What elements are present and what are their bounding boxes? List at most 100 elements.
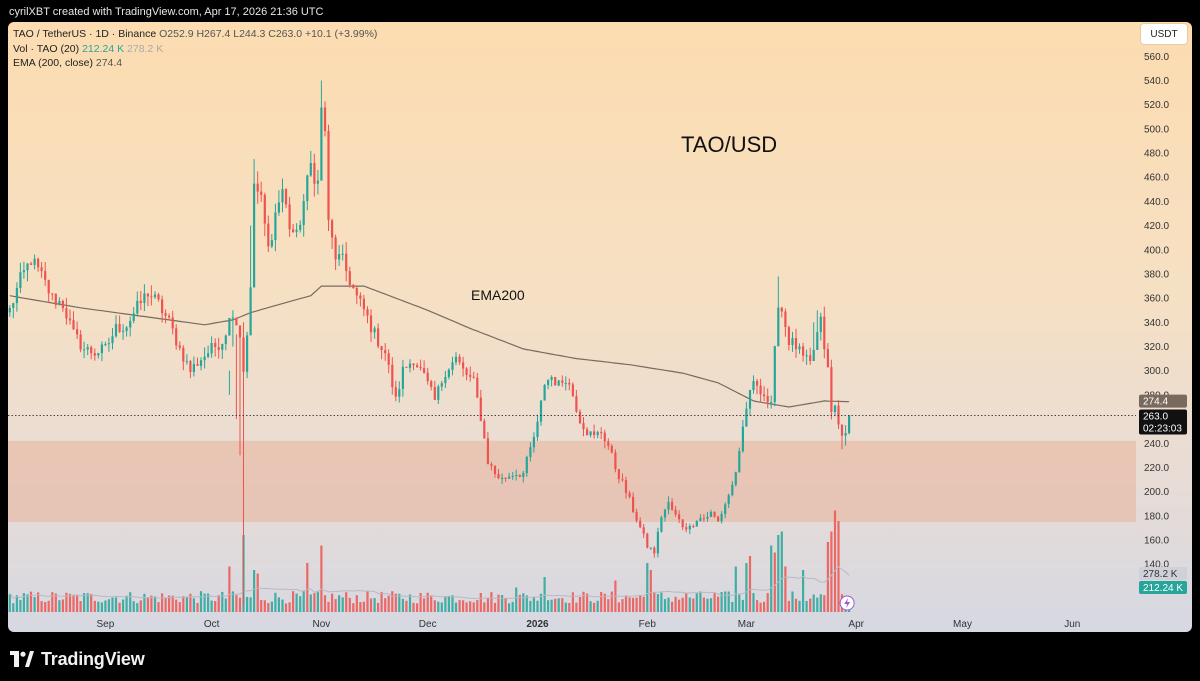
candle <box>58 297 61 306</box>
candle-body <box>674 509 677 515</box>
candle-body <box>97 353 100 356</box>
candle-body <box>242 337 245 372</box>
candle-body <box>642 527 645 534</box>
candle-body <box>745 408 748 427</box>
candle-body <box>430 381 433 387</box>
candle <box>805 349 808 365</box>
volume-bar <box>628 597 631 612</box>
tradingview-brand[interactable]: TradingView <box>10 646 145 672</box>
volume-bar <box>93 600 96 612</box>
candle <box>692 524 695 529</box>
volume-bar <box>713 593 716 612</box>
candle-body <box>518 475 521 477</box>
candle <box>639 517 642 529</box>
candle <box>543 384 546 401</box>
candle-body <box>426 372 429 382</box>
chart-annotation-title: TAO/USD <box>681 132 778 157</box>
candle <box>182 345 185 371</box>
volume-bar <box>405 600 408 612</box>
candle-body <box>802 346 805 356</box>
candle-body <box>501 477 504 479</box>
candle <box>550 375 553 387</box>
candle <box>695 520 698 527</box>
volume-bar <box>426 592 429 612</box>
volume-bar <box>624 595 628 612</box>
candle <box>454 352 458 366</box>
volume-bar <box>695 593 698 612</box>
y-tick-label: 480.0 <box>1144 149 1169 160</box>
volume-bar <box>823 595 826 612</box>
x-tick-label: Jun <box>1064 619 1080 630</box>
candle-body <box>122 330 125 332</box>
candle <box>458 354 461 365</box>
volume-bar <box>557 598 560 612</box>
candle <box>362 294 365 317</box>
candle-body <box>734 472 737 485</box>
candle <box>377 323 380 349</box>
volume-bar <box>263 600 266 612</box>
last-price-tag-bg <box>1139 409 1187 435</box>
candle-body <box>444 377 447 384</box>
y-tick-label: 140.0 <box>1144 560 1169 571</box>
volume-bar <box>270 601 273 612</box>
candle <box>497 469 500 480</box>
candle <box>132 307 135 324</box>
candle <box>157 292 160 302</box>
candle-body <box>823 316 826 350</box>
candle <box>246 331 249 379</box>
volume-bar <box>777 535 780 612</box>
volume-bar <box>58 600 61 612</box>
candle <box>33 254 36 270</box>
candle-body <box>692 526 695 527</box>
volume-bar <box>522 593 525 612</box>
volume-bar <box>199 591 203 612</box>
candle-body <box>306 175 309 202</box>
candle <box>791 331 794 352</box>
candle-body <box>632 496 635 512</box>
candle <box>688 523 691 535</box>
candle-body <box>695 521 698 527</box>
candle <box>210 336 213 358</box>
volume-bar <box>302 591 305 612</box>
candle-body <box>341 253 344 255</box>
volume-bar <box>709 598 713 612</box>
candle <box>348 266 351 288</box>
candle-body <box>235 317 238 326</box>
currency-selector[interactable]: USDT <box>1141 24 1187 44</box>
candle-body <box>161 299 164 314</box>
volume-bar <box>674 596 677 612</box>
volume-bar <box>724 591 727 612</box>
candle-body <box>231 317 234 319</box>
candle-body <box>380 346 383 350</box>
volume-bar <box>76 594 79 612</box>
candle <box>600 427 603 440</box>
candle-body <box>766 396 769 403</box>
candle-body <box>458 356 461 363</box>
y-tick-label: 180.0 <box>1144 511 1169 522</box>
candle-body <box>607 441 610 446</box>
volume-bar <box>610 591 613 612</box>
candle-body <box>302 201 305 225</box>
candle <box>685 523 688 533</box>
candle <box>267 215 270 252</box>
volume-bar <box>532 597 535 612</box>
candle <box>345 242 348 282</box>
candle <box>490 462 493 471</box>
candle-body <box>249 287 252 336</box>
volume-bar <box>51 592 54 612</box>
y-tick-label: 460.0 <box>1144 173 1169 184</box>
volume-bar <box>366 591 369 612</box>
x-tick-label: Feb <box>639 619 657 630</box>
candle <box>462 356 465 377</box>
candle <box>359 292 362 307</box>
volume-bar <box>780 531 783 612</box>
volume-bar <box>320 545 323 612</box>
candle-body <box>663 509 667 518</box>
volume-bar <box>649 570 652 612</box>
y-tick-label: 440.0 <box>1144 197 1169 208</box>
candle <box>671 498 674 511</box>
volume-bar <box>292 591 295 612</box>
candle-body <box>405 366 408 368</box>
candle-body <box>617 469 620 480</box>
